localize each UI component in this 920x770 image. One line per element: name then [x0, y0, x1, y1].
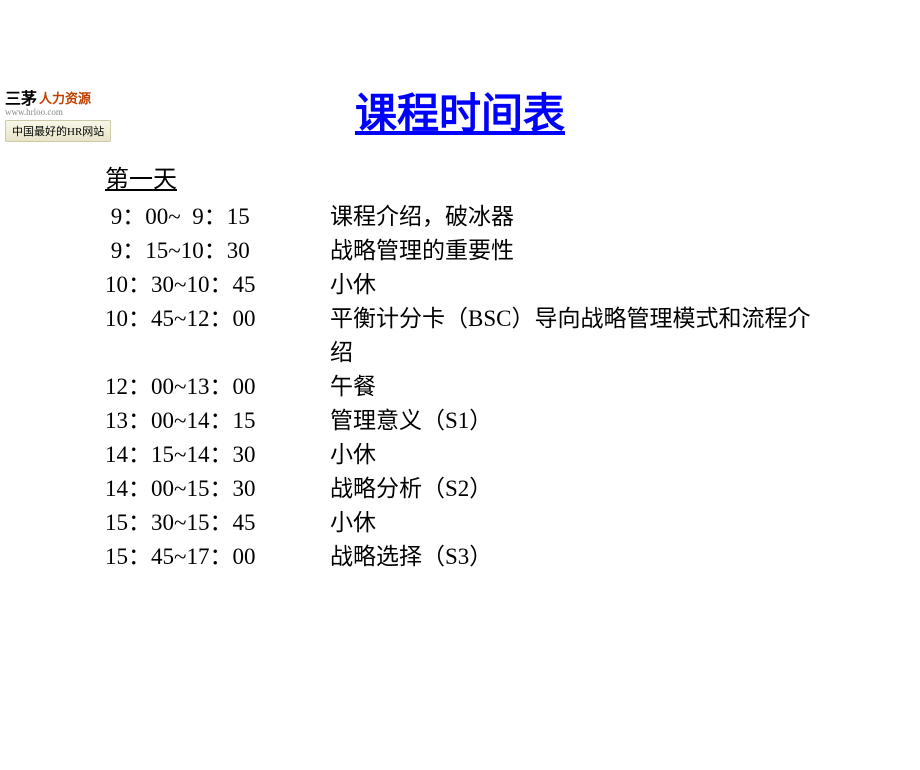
- logo-badge: 中国最好的HR网站: [5, 120, 111, 142]
- schedule-row: 15：45~17：00战略选择（S3）: [105, 540, 920, 574]
- schedule-time: 12：00~13：00: [105, 370, 330, 404]
- schedule-time: 10：45~12：00: [105, 302, 330, 370]
- day-label: 第一天: [105, 159, 920, 194]
- schedule-row: 9：00~ 9：15课程介绍，破冰器: [105, 200, 920, 234]
- schedule-time: 15：45~17：00: [105, 540, 330, 574]
- schedule-desc: 战略管理的重要性: [330, 234, 830, 268]
- schedule-desc: 课程介绍，破冰器: [330, 200, 830, 234]
- schedule-time: 10：30~10：45: [105, 268, 330, 302]
- schedule-row: 12：00~13：00午餐: [105, 370, 920, 404]
- schedule-time: 15：30~15：45: [105, 506, 330, 540]
- schedule-row: 14：15~14：30小休: [105, 438, 920, 472]
- schedule-row: 10：45~12：00平衡计分卡（BSC）导向战略管理模式和流程介绍: [105, 302, 920, 370]
- schedule-content: 第一天 9：00~ 9：15课程介绍，破冰器 9：15~10：30战略管理的重要…: [105, 159, 920, 574]
- schedule-time: 13：00~14：15: [105, 404, 330, 438]
- schedule-time: 14：00~15：30: [105, 472, 330, 506]
- schedule-desc: 午餐: [330, 370, 830, 404]
- schedule-desc: 平衡计分卡（BSC）导向战略管理模式和流程介绍: [330, 302, 830, 370]
- page-title: 课程时间表: [0, 80, 920, 141]
- logo-prefix: 三茅: [5, 85, 37, 109]
- logo-url: www.hrloo.com: [5, 107, 135, 117]
- schedule-row: 13：00~14：15管理意义（S1）: [105, 404, 920, 438]
- schedule-row: 14：00~15：30战略分析（S2）: [105, 472, 920, 506]
- schedule-time: 9：15~10：30: [105, 234, 330, 268]
- schedule-time: 14：15~14：30: [105, 438, 330, 472]
- schedule-desc: 小休: [330, 438, 830, 472]
- logo-area: 三茅 人力资源 www.hrloo.com 中国最好的HR网站: [5, 85, 135, 142]
- schedule-row: 9：15~10：30战略管理的重要性: [105, 234, 920, 268]
- schedule-row: 10：30~10：45小休: [105, 268, 920, 302]
- schedule-desc: 小休: [330, 506, 830, 540]
- schedule-time: 9：00~ 9：15: [105, 200, 330, 234]
- schedule-desc: 管理意义（S1）: [330, 404, 830, 438]
- schedule-container: 9：00~ 9：15课程介绍，破冰器 9：15~10：30战略管理的重要性10：…: [105, 200, 920, 574]
- logo-suffix: 人力资源: [39, 88, 91, 107]
- schedule-desc: 战略分析（S2）: [330, 472, 830, 506]
- schedule-row: 15：30~15：45小休: [105, 506, 920, 540]
- logo-brand: 三茅 人力资源: [5, 85, 135, 109]
- schedule-desc: 战略选择（S3）: [330, 540, 830, 574]
- schedule-desc: 小休: [330, 268, 830, 302]
